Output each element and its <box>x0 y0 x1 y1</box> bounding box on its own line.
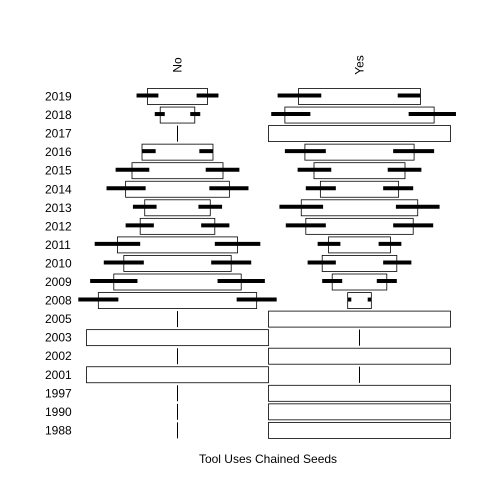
year-label-1997: 1997 <box>45 386 72 400</box>
bar-no-2003 <box>86 329 269 347</box>
year-label-2012: 2012 <box>45 219 72 233</box>
group-label-no: No <box>171 57 185 73</box>
x-axis-label: Tool Uses Chained Seeds <box>199 452 337 466</box>
year-label-2009: 2009 <box>45 275 72 289</box>
bar-yes-2005 <box>268 310 451 328</box>
year-axis-labels: 2019 2018 2017 2016 2015 2014 2013 2012 2011 2010… <box>45 90 72 438</box>
year-label-2003: 2003 <box>45 331 72 345</box>
year-label-2017: 2017 <box>45 127 72 141</box>
year-label-2002: 2002 <box>45 349 72 363</box>
group-labels: No Yes <box>171 55 367 75</box>
bar-yes-1990 <box>268 403 451 421</box>
group-label-yes: Yes <box>353 55 367 75</box>
year-label-2016: 2016 <box>45 145 72 159</box>
year-label-1988: 1988 <box>45 423 72 437</box>
year-label-1990: 1990 <box>45 405 72 419</box>
year-label-2015: 2015 <box>45 164 72 178</box>
bar-yes-2002 <box>268 347 451 365</box>
year-label-2019: 2019 <box>45 90 72 104</box>
bar-no-2001 <box>86 366 269 384</box>
year-label-2011: 2011 <box>45 238 71 252</box>
year-label-2013: 2013 <box>45 201 72 215</box>
year-label-2014: 2014 <box>45 182 72 196</box>
bar-yes-1988 <box>268 421 451 439</box>
bar-yes-2017 <box>268 125 451 142</box>
year-label-2005: 2005 <box>45 312 72 326</box>
year-label-2018: 2018 <box>45 108 72 122</box>
year-label-2008: 2008 <box>45 294 72 308</box>
bar-yes-1997 <box>268 384 451 402</box>
year-label-2001: 2001 <box>45 368 72 382</box>
chart-marks <box>78 88 456 439</box>
year-label-2010: 2010 <box>45 256 72 270</box>
